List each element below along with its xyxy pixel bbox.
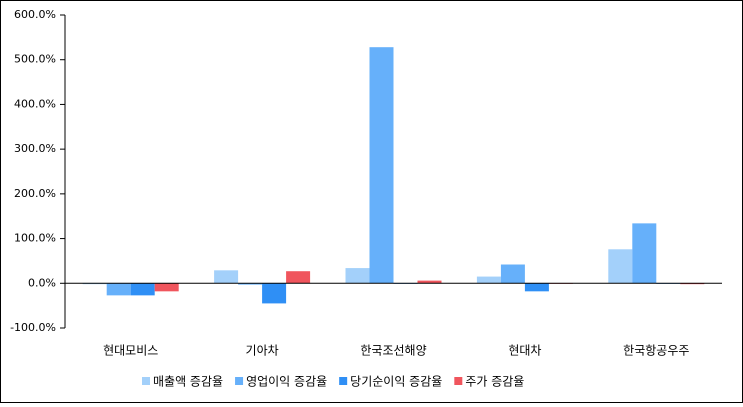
bar <box>632 223 657 284</box>
bar <box>417 280 442 284</box>
y-tick-label: 0.0% <box>28 276 56 289</box>
y-tick-label: 300.0% <box>14 142 56 155</box>
x-tick-label: 현대모비스 <box>103 344 158 358</box>
bar <box>286 271 311 284</box>
bar <box>500 264 525 284</box>
bar <box>214 270 239 284</box>
bar <box>238 283 263 285</box>
bar <box>476 276 501 284</box>
bar <box>154 283 179 292</box>
y-tick-label: 100.0% <box>14 232 56 245</box>
y-tick-label: 400.0% <box>14 97 56 110</box>
legend-swatch <box>235 377 244 385</box>
x-tick-label: 현대차 <box>508 344 541 358</box>
y-tick-label: 500.0% <box>14 53 56 66</box>
bar <box>345 268 370 284</box>
y-tick-label: -100.0% <box>10 321 56 334</box>
legend-swatch <box>339 377 348 385</box>
bar <box>369 47 394 284</box>
legend-label: 매출액 증감율 <box>153 375 223 389</box>
x-tick-label: 기아차 <box>246 344 279 358</box>
y-tick-label: 600.0% <box>14 8 56 21</box>
legend-swatch <box>454 377 463 385</box>
x-tick-label: 한국조선해양 <box>360 344 426 358</box>
bar <box>130 283 155 296</box>
legend-label: 주가 증감율 <box>465 375 524 389</box>
legend-label: 영업이익 증감율 <box>246 375 327 389</box>
x-tick-label: 한국항공우주 <box>623 344 689 358</box>
y-tick-label: 200.0% <box>14 187 56 200</box>
bar <box>524 283 549 292</box>
bar <box>106 283 131 296</box>
legend-swatch <box>142 377 150 385</box>
legend-label: 당기순이익 증감율 <box>350 375 442 389</box>
bar <box>262 283 287 304</box>
bar <box>608 249 633 284</box>
